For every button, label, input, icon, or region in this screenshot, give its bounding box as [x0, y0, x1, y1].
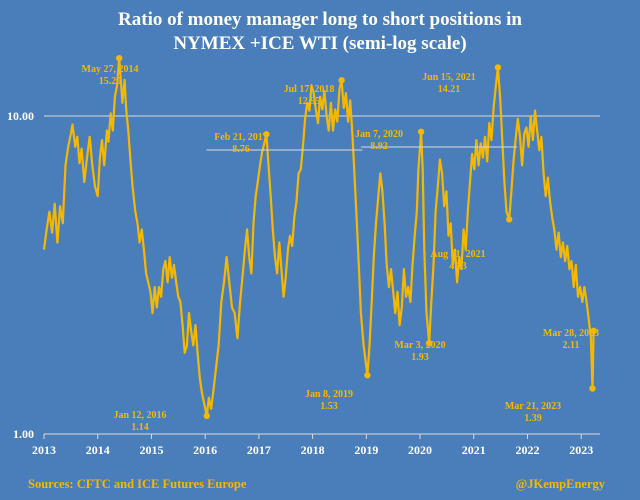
annotation-marker — [116, 54, 123, 62]
annotation-date: May 27, 2014 — [82, 64, 139, 75]
annotation-marker — [338, 77, 345, 84]
annotation-value: 14.21 — [438, 84, 461, 95]
gridlines — [44, 115, 600, 435]
annotation-value: 8.92 — [370, 141, 388, 152]
annotation-marker — [263, 131, 270, 138]
chart-subtitle: NYMEX +ICE WTI (semi-log scale) — [173, 33, 466, 54]
x-tick-label: 2017 — [247, 443, 271, 457]
x-axis: 2013 2014 2015 2016 2017 2018 2019 2020 2021 2022… — [32, 433, 600, 457]
annotation-value: 2.11 — [563, 340, 580, 351]
x-tick-label: 2021 — [462, 443, 486, 457]
annotation-value: 15.20 — [99, 76, 122, 87]
annotation-date: Jun 15, 2021 — [422, 72, 476, 83]
annotation-marker — [203, 412, 210, 420]
x-tick-label: 2022 — [515, 443, 539, 457]
annotation-marker — [590, 327, 597, 335]
author-credit: @JKempEnergy — [516, 477, 606, 491]
annotation-marker — [364, 372, 371, 379]
annotation-value: 1.53 — [320, 401, 338, 412]
annotation-date: Mar 21, 2023 — [505, 401, 561, 412]
x-tick-label: 2023 — [569, 443, 593, 457]
annotation-value: 8.76 — [232, 144, 250, 155]
x-tick-label: 2014 — [86, 443, 110, 457]
x-tick-label: 2016 — [193, 443, 217, 457]
annotation-marker — [589, 385, 596, 392]
y-tick-label: 10.00 — [7, 109, 34, 123]
x-tick-label: 2020 — [408, 443, 432, 457]
annotation-value: 1.14 — [131, 422, 149, 433]
annotation-date: Jan 7, 2020 — [355, 129, 403, 140]
annotation-value: 4.73 — [449, 261, 467, 272]
annotation-date: Feb 21, 2017 — [214, 132, 268, 143]
annotation-date: Aug 31, 2021 — [430, 249, 485, 260]
chart-title: Ratio of money manager long to short pos… — [118, 9, 522, 30]
annotation-date: Mar 3, 2020 — [394, 340, 445, 351]
y-tick-label: 1.00 — [13, 427, 34, 441]
x-tick-label: 2018 — [301, 443, 325, 457]
x-tick-label: 2013 — [32, 443, 56, 457]
annotation-date: Jan 8, 2019 — [305, 389, 353, 400]
annotation-date: Jan 12, 2016 — [113, 410, 166, 421]
annotation-value: 1.39 — [524, 413, 542, 424]
annotation-marker — [417, 128, 425, 135]
x-tick-label: 2019 — [354, 443, 378, 457]
annotation-marker — [425, 339, 433, 347]
series-layer — [42, 57, 595, 417]
annotation-marker — [494, 64, 502, 71]
annotation-date: Jul 17, 2018 — [284, 84, 335, 95]
annotation-marker — [506, 216, 513, 223]
annotation-value: 12.95 — [298, 96, 321, 107]
series-line — [42, 57, 595, 417]
x-tick-label: 2015 — [139, 443, 163, 457]
annotation-date: Mar 28, 2023 — [543, 328, 599, 339]
annotation-value: 1.93 — [411, 352, 429, 363]
y-axis: 1.00 10.00 — [7, 109, 34, 441]
source-note: Sources: CFTC and ICE Futures Europe — [28, 477, 247, 491]
